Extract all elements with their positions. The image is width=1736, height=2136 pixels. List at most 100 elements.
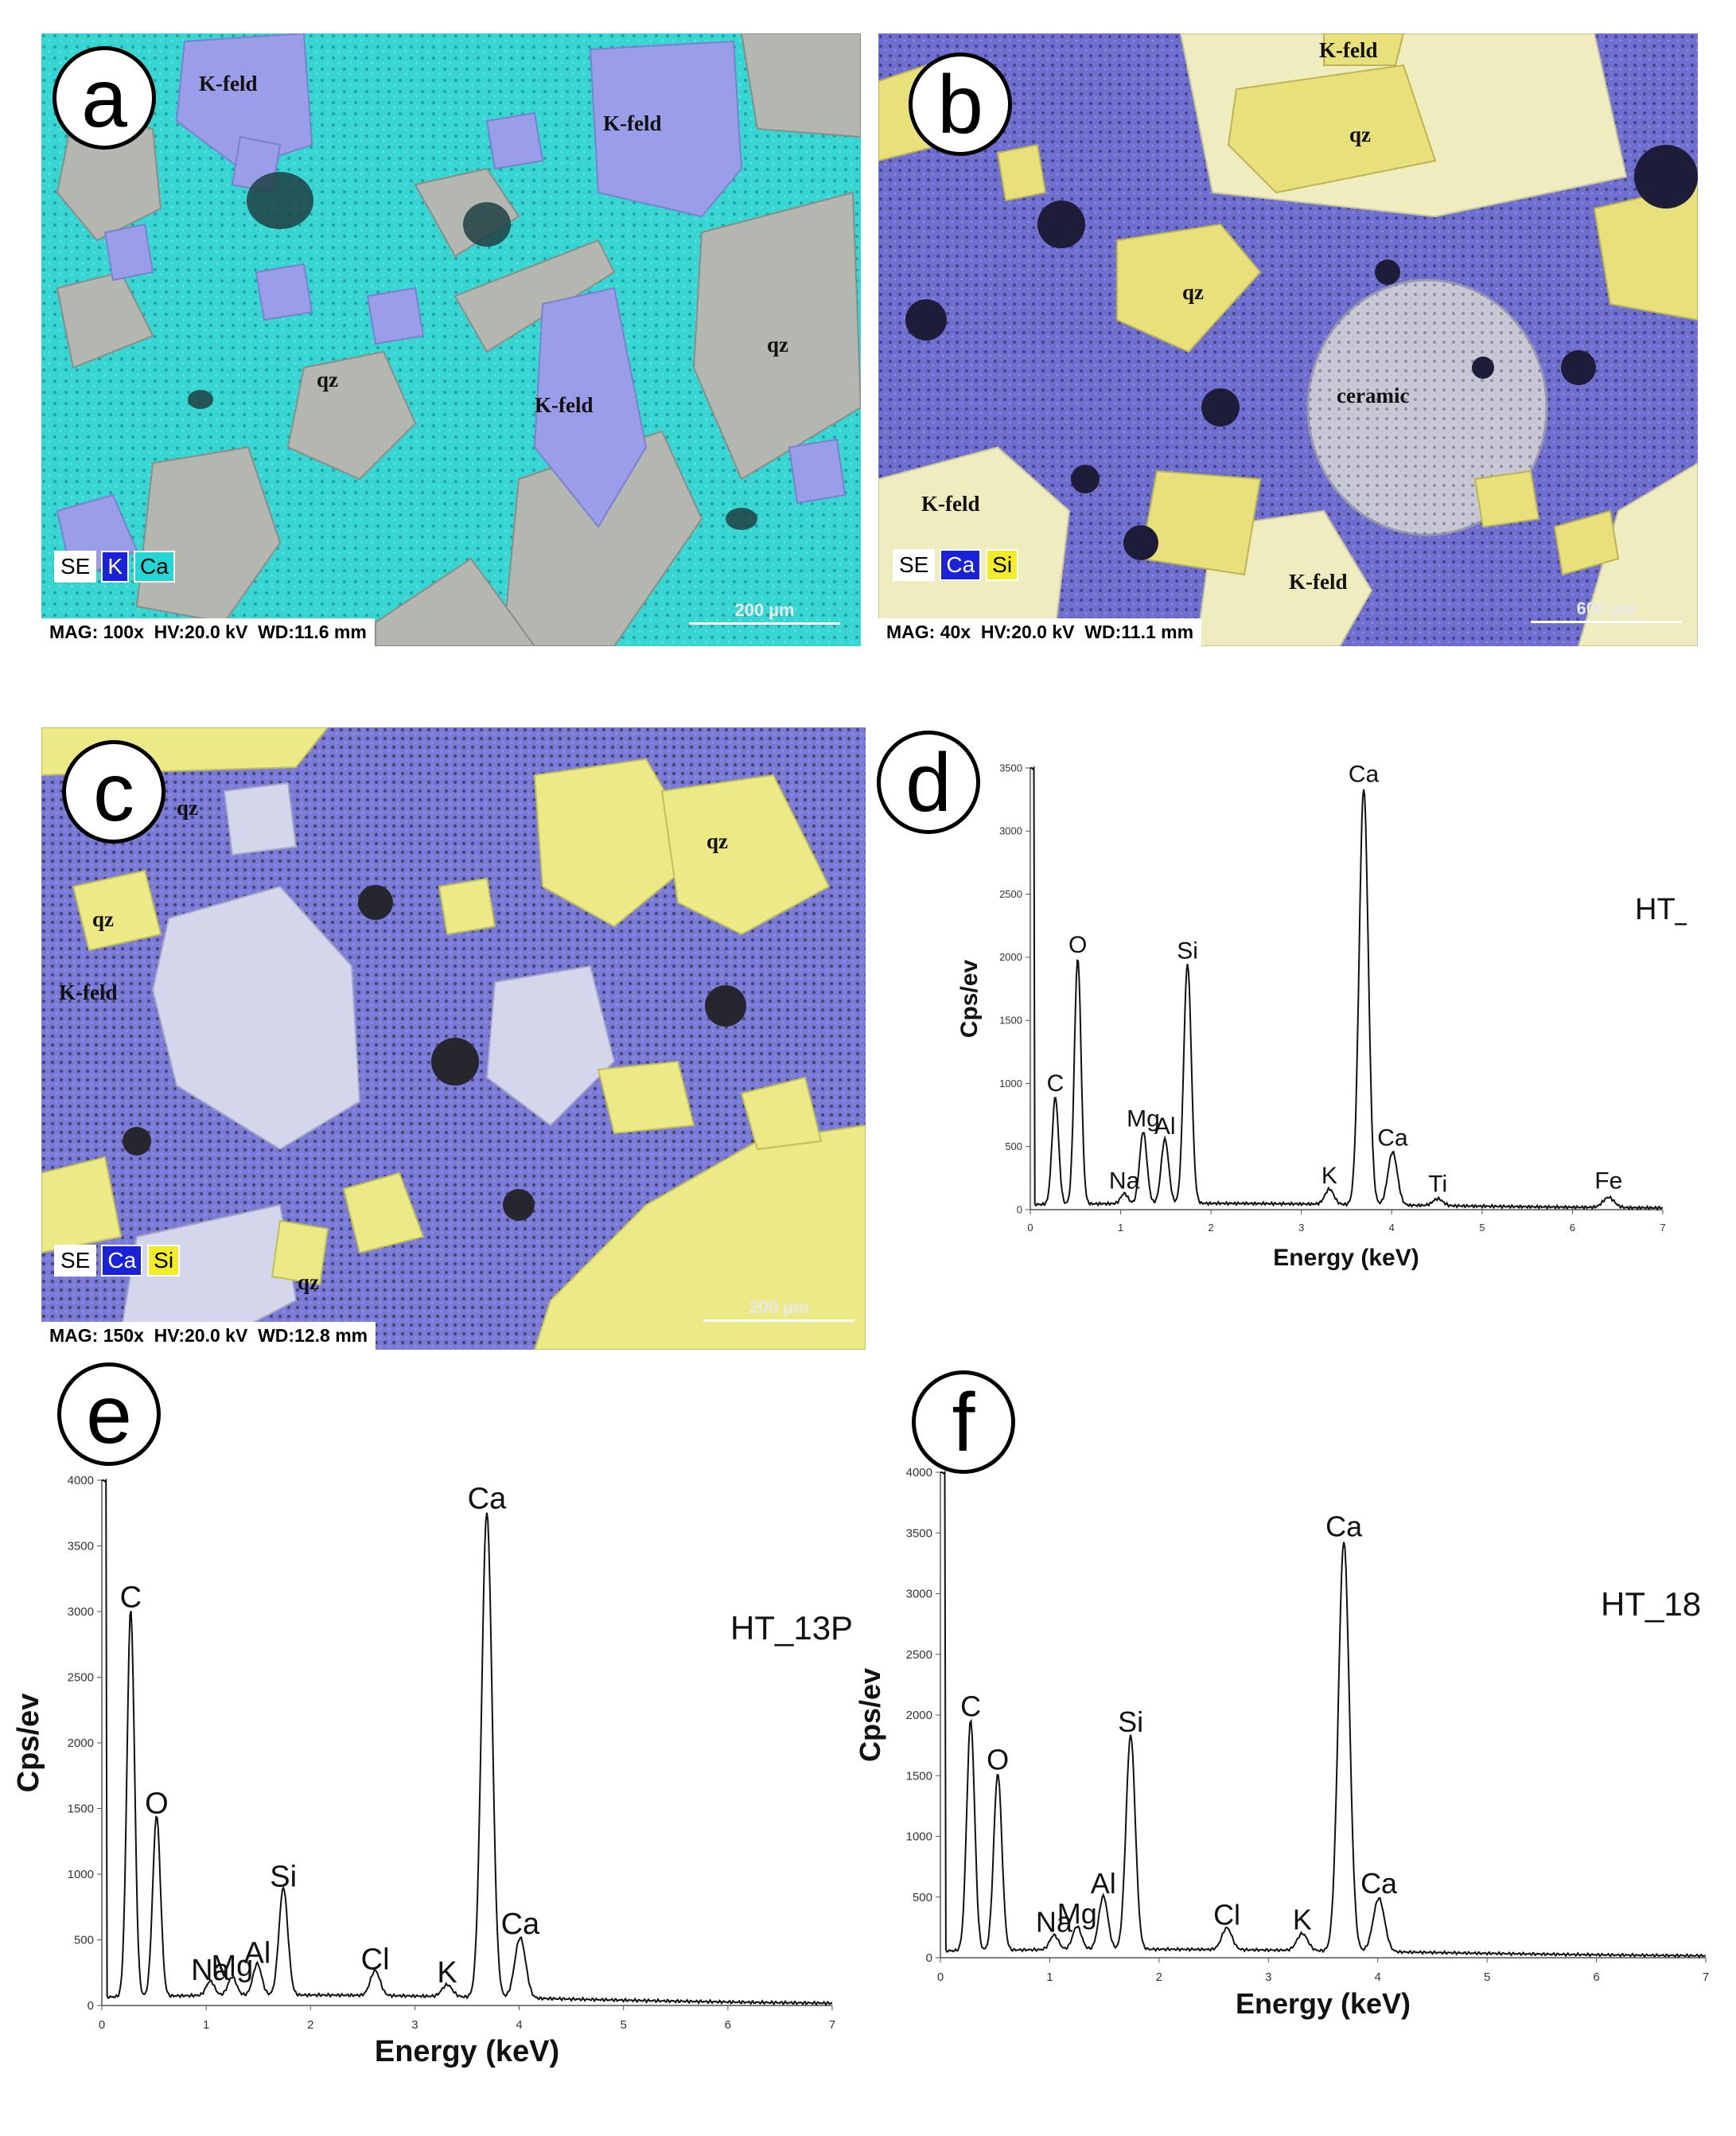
x-axis-label: Energy (keV) bbox=[1273, 1245, 1419, 1271]
y-tick-label: 3000 bbox=[68, 1605, 94, 1619]
spectrum-line bbox=[940, 1470, 1707, 1959]
y-tick-label: 0 bbox=[926, 1951, 932, 1965]
peak-label-o: O bbox=[1068, 932, 1087, 958]
mineral-label: K-feld bbox=[1319, 38, 1378, 62]
y-tick-label: 2000 bbox=[906, 1709, 932, 1722]
legend-chip-ca: Ca bbox=[940, 549, 982, 581]
scale-bar: 200 µm bbox=[703, 1297, 854, 1322]
mineral-label: qz bbox=[1349, 123, 1371, 146]
x-tick-label: 6 bbox=[1593, 1970, 1599, 1984]
scale-bar-line bbox=[689, 622, 840, 625]
x-tick-label: 0 bbox=[937, 1970, 944, 1984]
y-axis-label: Cps/ev bbox=[12, 1694, 45, 1793]
x-tick-label: 3 bbox=[1298, 1222, 1304, 1234]
peak-label-na: Na bbox=[1109, 1167, 1140, 1194]
panel-letter-d: d bbox=[877, 731, 980, 834]
element-legend: SE Ca Si bbox=[54, 1245, 181, 1277]
y-tick-label: 1500 bbox=[906, 1769, 932, 1783]
y-tick-label: 2500 bbox=[999, 888, 1022, 900]
x-tick-label: 7 bbox=[1660, 1222, 1665, 1234]
peak-label-al: Al bbox=[1091, 1867, 1116, 1900]
legend-chip-se: SE bbox=[893, 549, 936, 581]
x-tick-label: 5 bbox=[1484, 1970, 1490, 1984]
mineral-label: qz bbox=[706, 829, 728, 853]
y-tick-label: 2500 bbox=[68, 1671, 94, 1685]
peak-label-na: Na bbox=[191, 1954, 230, 1987]
peak-label-c: C bbox=[1047, 1070, 1065, 1097]
scale-bar-label: 600 µm bbox=[1576, 598, 1637, 618]
peak-label-cl: Cl bbox=[1213, 1899, 1240, 1931]
spectrum-line bbox=[102, 1478, 833, 2006]
x-tick-label: 1 bbox=[1118, 1222, 1123, 1234]
element-legend: SE Ca Si bbox=[893, 549, 1019, 581]
peak-label-ca: Ca bbox=[1349, 762, 1380, 788]
y-tick-label: 2000 bbox=[999, 951, 1022, 963]
mineral-label: K-feld bbox=[921, 492, 980, 516]
y-axis-label: Cps/ev bbox=[956, 960, 983, 1039]
peak-label-ca: Ca bbox=[501, 1908, 540, 1941]
x-axis-label: Energy (keV) bbox=[1236, 1987, 1411, 2020]
panel-letter-f: f bbox=[912, 1370, 1015, 1474]
peak-label-si: Si bbox=[270, 1861, 297, 1894]
legend-chip-k: K bbox=[101, 551, 130, 583]
y-tick-label: 3000 bbox=[999, 825, 1022, 837]
peak-label-o: O bbox=[145, 1787, 169, 1820]
y-tick-label: 1000 bbox=[999, 1078, 1022, 1089]
x-tick-label: 4 bbox=[1389, 1222, 1395, 1234]
mineral-label: qz bbox=[177, 796, 198, 820]
y-tick-label: 1000 bbox=[906, 1830, 932, 1844]
mineral-label: K-feld bbox=[535, 393, 594, 417]
mineral-label: K-feld bbox=[603, 111, 662, 135]
y-tick-label: 3500 bbox=[999, 762, 1022, 774]
y-tick-label: 1000 bbox=[68, 1868, 94, 1881]
plot-area: 0 500 1000 1500 2000 2500 3000 3500 4000 0 1 2 3 4 5 6 7… bbox=[12, 1474, 853, 2068]
y-tick-label: 2000 bbox=[68, 1736, 94, 1750]
y-tick-label: 3000 bbox=[906, 1588, 932, 1601]
peak-label-cl: Cl bbox=[361, 1943, 390, 1977]
legend-chip-ca: Ca bbox=[101, 1245, 143, 1277]
x-tick-label: 1 bbox=[203, 2018, 209, 2032]
mineral-label: ceramic bbox=[1337, 384, 1410, 407]
x-tick-label: 3 bbox=[1265, 1970, 1271, 1984]
y-tick-label: 500 bbox=[913, 1891, 932, 1904]
peak-label-o: O bbox=[987, 1743, 1009, 1775]
eds-spectrum-chart-d: 0 500 1000 1500 2000 2500 3000 3500 0 1 2 3 4 5 6 7 C O Na… bbox=[956, 762, 1687, 1271]
x-tick-label: 1 bbox=[1046, 1970, 1053, 1984]
x-tick-label: 0 bbox=[1027, 1222, 1033, 1234]
y-tick-label: 3500 bbox=[68, 1540, 94, 1553]
mineral-label: qz bbox=[1182, 280, 1204, 304]
y-tick-label: 4000 bbox=[68, 1474, 94, 1487]
peak-label-c: C bbox=[960, 1690, 981, 1722]
peak-label-al: Al bbox=[1154, 1113, 1176, 1140]
mineral-label: qz bbox=[298, 1270, 319, 1294]
peak-label-na: Na bbox=[1036, 1906, 1073, 1939]
legend-chip-se: SE bbox=[54, 1245, 97, 1277]
mineral-label: qz bbox=[317, 368, 338, 392]
peak-label-ca: Ca bbox=[1360, 1867, 1398, 1900]
panel-letter-c: c bbox=[62, 740, 165, 844]
x-tick-label: 7 bbox=[1703, 1970, 1709, 1984]
scale-bar-line bbox=[703, 1319, 854, 1322]
y-axis-label: Cps/ev bbox=[854, 1668, 886, 1762]
legend-chip-si: Si bbox=[986, 549, 1019, 581]
peak-label-al: Al bbox=[244, 1936, 271, 1970]
x-tick-label: 6 bbox=[725, 2018, 731, 2032]
legend-chip-ca: Ca bbox=[134, 551, 175, 583]
eds-spectrum-chart-e: 0 500 1000 1500 2000 2500 3000 3500 4000 0 1 2 3 4 5 6 7… bbox=[12, 1474, 853, 2068]
sem-panel-a: a K-feld K-feld qz qz K-feld SE K Ca MAG… bbox=[41, 33, 861, 646]
peak-label-c: C bbox=[120, 1581, 142, 1614]
plot-area: 0 500 1000 1500 2000 2500 3000 3500 4000 0 1 2 3 4 5 6 7… bbox=[854, 1466, 1709, 2020]
y-tick-label: 0 bbox=[88, 1999, 94, 2013]
peak-label-mg: Mg bbox=[1127, 1106, 1160, 1132]
y-tick-label: 500 bbox=[1005, 1140, 1022, 1152]
mineral-label: qz bbox=[767, 333, 788, 357]
peak-label-si: Si bbox=[1118, 1705, 1143, 1738]
x-tick-label: 5 bbox=[1479, 1222, 1485, 1234]
scale-bar-label: 200 µm bbox=[749, 1297, 809, 1317]
scale-bar: 600 µm bbox=[1531, 598, 1682, 623]
peak-label-k: K bbox=[1293, 1904, 1312, 1936]
x-tick-label: 2 bbox=[1156, 1970, 1162, 1984]
x-tick-label: 2 bbox=[307, 2018, 313, 2032]
x-tick-label: 5 bbox=[621, 2018, 627, 2032]
sem-panel-b: b K-feld qz qz ceramic K-feld K-feld SE … bbox=[878, 33, 1698, 646]
